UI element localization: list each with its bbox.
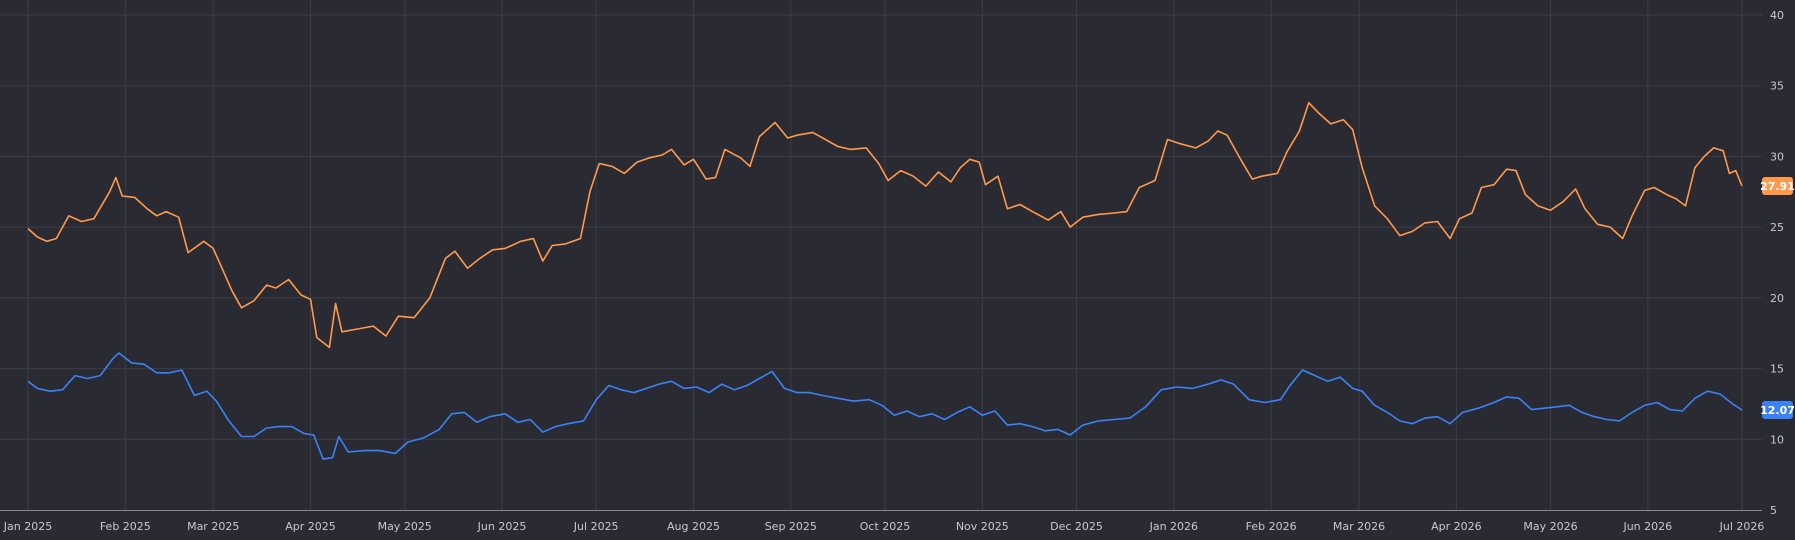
series-line-2 — [27, 352, 1743, 460]
badge-value: 27.91 — [1760, 180, 1795, 193]
x-tick-label: Jan 2025 — [3, 520, 52, 533]
y-tick-label: 25 — [1770, 221, 1784, 234]
y-tick-label: 20 — [1770, 292, 1784, 305]
x-tick-label: May 2025 — [378, 520, 432, 533]
y-tick-label: 30 — [1770, 150, 1784, 163]
x-tick-label: Oct 2025 — [860, 520, 911, 533]
x-tick-label: Nov 2025 — [956, 520, 1009, 533]
x-tick-label: Mar 2026 — [1333, 520, 1385, 533]
x-tick-label: Jun 2026 — [1622, 520, 1672, 533]
x-tick-label: Dec 2025 — [1050, 520, 1103, 533]
badge-background — [1762, 401, 1793, 420]
y-tick-label: 15 — [1770, 363, 1784, 376]
x-tick-label: Jan 2026 — [1149, 520, 1198, 533]
x-tick-label: Mar 2025 — [187, 520, 239, 533]
y-tick-label: 35 — [1770, 80, 1784, 93]
badge-value: 12.07 — [1760, 404, 1795, 417]
series-group — [27, 101, 1743, 460]
y-tick-label: 5 — [1770, 504, 1777, 517]
x-tick-label: Sep 2025 — [765, 520, 817, 533]
x-tick-label: Apr 2026 — [1431, 520, 1482, 533]
x-tick-label: Feb 2026 — [1246, 520, 1297, 533]
badge-background — [1762, 176, 1793, 195]
x-tick-label: Jun 2025 — [477, 520, 527, 533]
y-tick-label: 10 — [1770, 433, 1784, 446]
x-tick-label: Aug 2025 — [667, 520, 720, 533]
x-tick-label: May 2026 — [1523, 520, 1577, 533]
grid — [0, 0, 1762, 510]
last-value-badge-2: 12.07 — [1760, 401, 1795, 420]
x-tick-label: Feb 2025 — [100, 520, 151, 533]
x-tick-label: Jul 2026 — [1719, 520, 1765, 533]
axes: 5 10 15 20 25 30 35 40 Jan 2025 Feb 2025 Mar 2025 A… — [0, 9, 1784, 533]
x-tick-label: Apr 2025 — [285, 520, 336, 533]
series-line-1 — [27, 101, 1743, 349]
last-value-badges: 27.91 12.07 — [1760, 176, 1795, 420]
y-tick-label: 40 — [1770, 9, 1784, 22]
last-value-badge-1: 27.91 — [1760, 176, 1795, 195]
x-tick-label: Jul 2025 — [573, 520, 619, 533]
